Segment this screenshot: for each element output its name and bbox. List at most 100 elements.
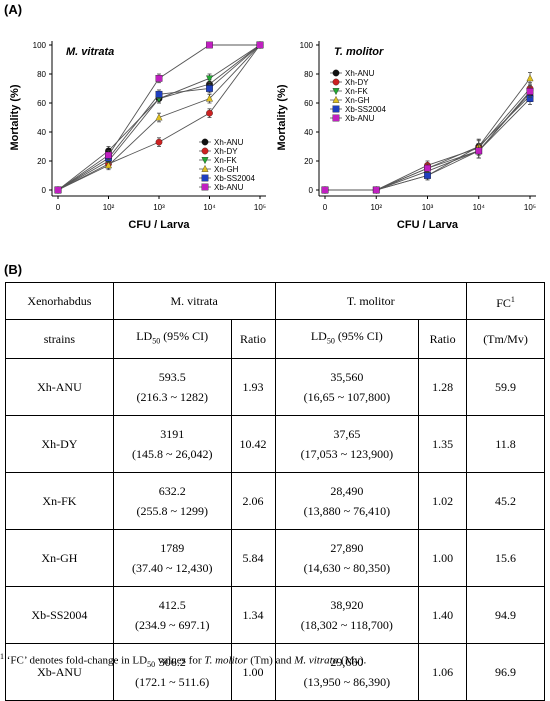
- legend-label: Xb-SS2004: [345, 105, 386, 114]
- data-point: [424, 164, 431, 172]
- series-xb-anu: [54, 41, 264, 194]
- tm-ld50-cell: 37,65 (17,053 ~ 123,900): [274, 415, 420, 473]
- fc-value: 11.8: [495, 437, 516, 451]
- x-axis-label: CFU / Larva: [128, 219, 190, 231]
- data-point: [54, 186, 62, 194]
- panel-a-label: (A): [4, 2, 23, 17]
- mv-ratio-cell: 2.06: [230, 472, 276, 530]
- mv-ld50-cell: 1789 (37.40 ~ 12,430): [112, 529, 232, 587]
- header-fc-text: FC: [496, 295, 511, 310]
- mv-ld50-cell: 632.2 (255.8 ~ 1299): [112, 472, 232, 530]
- y-tick-label: 60: [37, 99, 46, 108]
- mv-ratio-cell: 10.42: [230, 415, 276, 473]
- y-tick-label: 100: [33, 41, 47, 50]
- legend-label: Xn-GH: [214, 165, 239, 174]
- tm-ratio-cell: 1.28: [418, 358, 468, 416]
- data-point: [155, 138, 163, 146]
- legend-label: Xn-FK: [214, 156, 237, 165]
- strain-name: Xh-ANU: [37, 380, 82, 394]
- tm-ld50-cell: 38,920 (18,302 ~ 118,700): [274, 586, 420, 644]
- legend-marker: [201, 164, 209, 172]
- tm-ratio-value: 1.02: [432, 494, 454, 508]
- legend-marker: [332, 88, 340, 96]
- mv-ld50-cell: 593.5 (216.3 ~ 1282): [112, 358, 232, 416]
- tm-ratio-cell: 1.00: [418, 529, 468, 587]
- header-strains: strains: [5, 319, 114, 359]
- fc-value: 45.2: [495, 494, 517, 508]
- header-ld50-mv: LD50 (95% CI): [112, 319, 232, 359]
- x-tick-label: 10³: [422, 203, 434, 212]
- mortality-charts: 0 20 40 60 80 100 0 10² 10³ 10⁴ 10⁵ CFU / Larva Mort…: [9, 40, 536, 231]
- mv-ld50-cell: 412.5 (234.9 ~ 697.1): [112, 586, 232, 644]
- legend-marker: [332, 95, 340, 103]
- tm-ld50-ci: (18,302 ~ 118,700): [300, 618, 393, 632]
- series-xb-anu: [321, 85, 534, 194]
- tm-ratio-cell: 1.02: [418, 472, 468, 530]
- header-m-vitrata: M. vitrata: [112, 282, 276, 320]
- strain-cell: Xb-SS2004: [5, 586, 114, 644]
- x-axis-label: CFU / Larva: [397, 219, 459, 231]
- mv-ratio-value: 1.34: [242, 608, 264, 622]
- strain-cell: Xh-ANU: [5, 358, 114, 416]
- tm-ratio-cell: 1.35: [418, 415, 468, 473]
- legend-marker: [332, 114, 340, 122]
- y-tick-label: 20: [304, 157, 313, 166]
- y-tick-label: 80: [37, 70, 46, 79]
- mv-ratio-value: 5.84: [242, 551, 264, 565]
- chart-title: M. vitrata: [66, 46, 114, 58]
- legend-marker: [201, 147, 209, 155]
- y-tick-label: 40: [304, 128, 313, 137]
- chart-title: T. molitor: [334, 46, 384, 58]
- tm-ld50-cell: 35,560 (16,65 ~ 107,800): [274, 358, 420, 416]
- y-tick-label: 60: [304, 99, 313, 108]
- tm-ld50-value: 27,890: [330, 541, 364, 555]
- y-tick-label: 100: [300, 41, 314, 50]
- footnote-sub: 50: [147, 659, 156, 669]
- strain-cell: Xn-GH: [5, 529, 114, 587]
- tm-ld50-value: 29,660: [330, 655, 364, 669]
- data-point: [155, 113, 163, 121]
- fc-cell: 15.6: [466, 529, 545, 587]
- header-fc: FC1: [466, 282, 545, 320]
- legend-label: Xn-GH: [345, 96, 370, 105]
- mv-ld50-ci: (255.8 ~ 1299): [136, 504, 208, 518]
- x-tick-label: 10⁵: [254, 203, 266, 212]
- mv-ld50-cell: 3191 (145.8 ~ 26,042): [112, 415, 232, 473]
- mv-ld50-ci: (216.3 ~ 1282): [136, 390, 208, 404]
- data-point: [155, 75, 163, 82]
- tm-ld50-value: 37,65: [333, 427, 361, 441]
- ld50-table-wrapper: Xenorhabdus M. vitrata T. molitor FC1 st…: [5, 282, 545, 701]
- legend-label: Xh-ANU: [345, 69, 375, 78]
- tm-ld50-ci: (13,880 ~ 76,410): [303, 504, 391, 518]
- tm-ld50-cell: 27,890 (14,630 ~ 80,350): [274, 529, 420, 587]
- legend-label: Xb-SS2004: [214, 174, 255, 183]
- x-tick-label: 10²: [103, 203, 115, 212]
- legend-marker: [332, 78, 340, 86]
- data-point: [206, 75, 213, 83]
- y-tick-label: 0: [42, 186, 47, 195]
- strain-name: Xh-DY: [41, 437, 78, 451]
- footnote-text-b: values for: [155, 654, 205, 667]
- y-tick-label: 80: [304, 70, 313, 79]
- chart-panel: 0 20 40 60 80 100 0 10² 10³ 10⁴ 10⁵ CFU / Larva Mort…: [276, 41, 536, 231]
- footnote-text-d: (Mv).: [338, 654, 367, 667]
- header-ratio-mv: Ratio: [230, 319, 276, 359]
- x-tick-label: 10²: [370, 203, 382, 212]
- data-point: [372, 186, 380, 194]
- footnote-text-a: ‘FC’ denotes fold-change in LD: [4, 654, 148, 667]
- tm-ratio-value: 1.28: [432, 380, 454, 394]
- legend-label: Xb-ANU: [214, 183, 244, 192]
- data-point: [155, 90, 163, 98]
- data-point: [105, 151, 112, 159]
- ld50-table: Xenorhabdus M. vitrata T. molitor FC1 st…: [5, 282, 545, 701]
- fc-cell: 96.9: [466, 643, 545, 701]
- tm-ld50-value: 28,490: [330, 484, 364, 498]
- data-point: [105, 161, 112, 169]
- footnote-species-mv: M. vitrata: [294, 654, 339, 667]
- fc-cell: 94.9: [466, 586, 545, 644]
- header-ld50-tm: LD50 (95% CI): [274, 319, 420, 359]
- table-row: Xn-GH 1789 (37.40 ~ 12,430) 5.84 27,890 (14,6…: [5, 529, 545, 587]
- data-point: [424, 172, 431, 179]
- table-footnote: 1 ‘FC’ denotes fold-change in LD50 value…: [0, 652, 366, 669]
